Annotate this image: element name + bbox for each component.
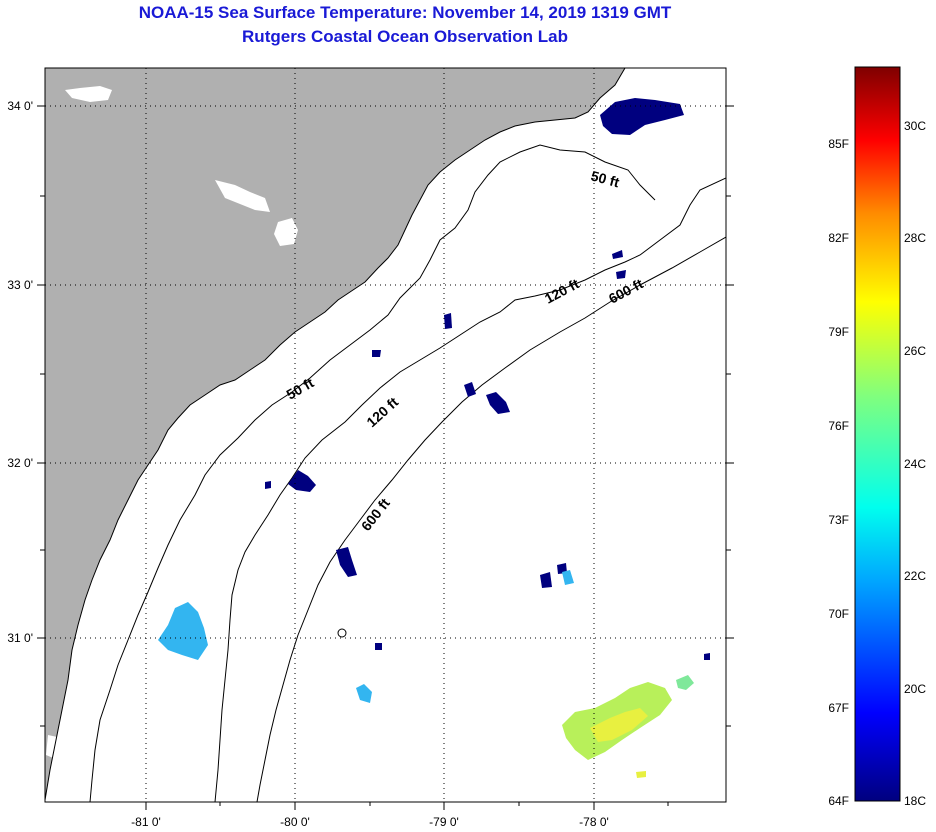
- sst-patch-cold: [612, 250, 623, 259]
- lat-label: 32 0': [7, 456, 33, 470]
- sst-patch-warm: [590, 708, 648, 742]
- lat-label: 34 0': [7, 99, 33, 113]
- sst-patch-cold: [265, 481, 271, 489]
- coastline: [45, 68, 626, 801]
- land-mass: [45, 68, 625, 800]
- map-frame: [44, 67, 727, 803]
- lon-label: -78 0': [579, 815, 609, 829]
- map-subtitle: Rutgers Coastal Ocean Observation Lab: [242, 27, 568, 46]
- cloud-on-land: [46, 735, 70, 760]
- sst-patch-cold: [444, 313, 452, 329]
- sst-patch-cold: [336, 547, 357, 577]
- isobath-120ft: [214, 177, 726, 802]
- sst-patch-cool: [356, 684, 372, 703]
- cloud-on-land: [65, 86, 112, 102]
- sst-patch-cold: [540, 572, 552, 588]
- lon-label: -79 0': [429, 815, 459, 829]
- sst-patch-warm: [676, 675, 694, 690]
- sst-patch-cold: [616, 270, 626, 279]
- sst-patch-cool: [158, 602, 208, 660]
- lat-label: 33 0': [7, 278, 33, 292]
- sst-patch-cold: [375, 643, 382, 650]
- sst-patch-cold: [464, 382, 476, 397]
- tick-marks: [37, 105, 734, 810]
- sst-patch-warm: [636, 771, 646, 778]
- cloud-on-land: [215, 180, 270, 212]
- grid: [45, 68, 726, 802]
- isobath-label: 50 ft: [589, 167, 621, 190]
- lon-label: -80 0': [280, 815, 310, 829]
- small-contour: [337, 628, 347, 638]
- sst-patch-cold: [372, 350, 381, 357]
- map-title: NOAA-15 Sea Surface Temperature: Novembe…: [138, 3, 672, 22]
- sst-patch-cold: [486, 392, 510, 414]
- sst-patch-cold: [557, 563, 567, 574]
- sst-patch-cold: [704, 653, 710, 660]
- cloud-on-land: [274, 218, 298, 246]
- sst-patch-cold: [288, 470, 316, 492]
- isobath-600ft: [256, 236, 726, 802]
- lon-label: -81 0': [131, 815, 161, 829]
- sst-patch-cold: [600, 98, 684, 135]
- isobath-50ft: [89, 144, 656, 802]
- lat-label: 31 0': [7, 631, 33, 645]
- sst-patch-cool: [562, 570, 574, 585]
